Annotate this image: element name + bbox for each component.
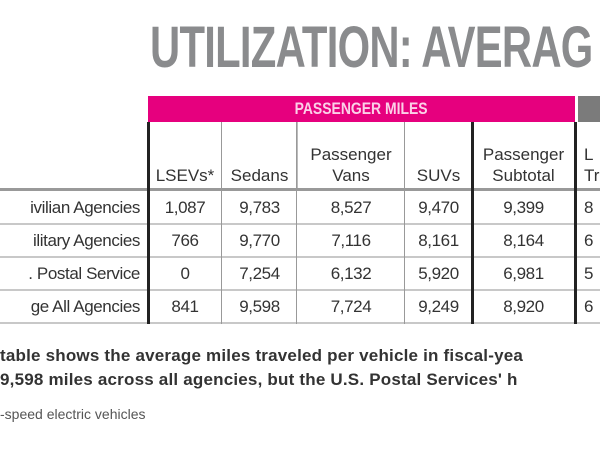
column-header: Passenger Subtotal bbox=[472, 122, 575, 188]
table-cell: 1,087 bbox=[164, 198, 206, 217]
table-cell: 7,254 bbox=[239, 264, 280, 283]
column-header: Sedans bbox=[222, 122, 297, 188]
group-header-label: PASSENGER MILES bbox=[295, 99, 428, 118]
row-label: . Postal Service bbox=[28, 264, 140, 283]
column-divider bbox=[296, 122, 297, 324]
row-divider bbox=[0, 322, 600, 324]
table-cell: 0 bbox=[180, 264, 190, 283]
table-cell: 9,770 bbox=[239, 231, 280, 250]
header-line: LSEVs* bbox=[155, 166, 215, 185]
header-line: Vans bbox=[332, 166, 370, 185]
column-header-label: LSEVs* bbox=[156, 165, 215, 186]
group-header-passenger-miles: PASSENGER MILES bbox=[148, 96, 575, 122]
row-label: ivilian Agencies bbox=[30, 198, 140, 217]
group-header-next bbox=[578, 96, 600, 122]
column-divider bbox=[574, 122, 577, 324]
row-divider bbox=[0, 256, 600, 258]
column-divider bbox=[297, 122, 298, 188]
header-line: L bbox=[584, 145, 594, 164]
column-divider bbox=[147, 122, 150, 324]
table-cell: 9,470 bbox=[418, 198, 459, 217]
table-cell: 6 bbox=[584, 297, 594, 316]
table-cell: 766 bbox=[171, 231, 199, 250]
table-cell: 8,920 bbox=[503, 297, 544, 316]
table-cell: 8,527 bbox=[330, 198, 372, 217]
table-cell: 8,161 bbox=[418, 231, 459, 250]
column-header: L Tr bbox=[578, 122, 600, 188]
table-cell: 7,724 bbox=[330, 297, 372, 316]
column-header-label: Passenger Subtotal bbox=[483, 144, 564, 186]
table-cell: 9,399 bbox=[503, 198, 544, 217]
column-header: Passenger Vans bbox=[297, 122, 405, 188]
table-cell: 5,920 bbox=[418, 264, 459, 283]
table-cell: 9,249 bbox=[418, 297, 459, 316]
header-line: SUVs bbox=[416, 166, 461, 185]
header-line: Passenger bbox=[310, 145, 392, 164]
column-divider bbox=[221, 122, 222, 324]
table-cell: 9,598 bbox=[239, 297, 280, 316]
footnote: -speed electric vehicles bbox=[0, 406, 146, 422]
table-cell: 8,164 bbox=[503, 231, 544, 250]
column-header: LSEVs* bbox=[148, 122, 222, 188]
page-title: UTILIZATION: AVERAG bbox=[150, 15, 593, 80]
table-cell: 6,132 bbox=[330, 264, 372, 283]
column-header-label: Sedans bbox=[231, 165, 289, 186]
header-line: Subtotal bbox=[492, 166, 555, 185]
header-line: Sedans bbox=[230, 166, 289, 185]
table-cell: 841 bbox=[171, 297, 199, 316]
column-header-label: Passenger Vans bbox=[310, 144, 391, 186]
column-header-label: SUVs bbox=[417, 165, 460, 186]
row-label: ge All Agencies bbox=[30, 297, 140, 316]
table-cell: 7,116 bbox=[331, 231, 371, 250]
column-divider bbox=[471, 122, 474, 324]
table-cell: 9,783 bbox=[239, 198, 280, 217]
header-line: Passenger bbox=[482, 145, 565, 164]
row-label: ilitary Agencies bbox=[33, 231, 140, 250]
column-divider bbox=[404, 122, 405, 324]
row-divider bbox=[0, 223, 600, 225]
table-cell: 8 bbox=[584, 198, 594, 217]
paragraph-line: 9,598 miles across all agencies, but the… bbox=[0, 370, 518, 389]
description-paragraph: table shows the average miles traveled p… bbox=[0, 344, 523, 392]
row-divider bbox=[0, 289, 600, 291]
column-header-label: L Tr bbox=[584, 144, 599, 186]
header-line: Tr bbox=[584, 166, 600, 185]
table-cell: 6 bbox=[584, 231, 594, 250]
table-cell: 6,981 bbox=[503, 264, 544, 283]
paragraph-line: table shows the average miles traveled p… bbox=[0, 346, 524, 365]
column-header: SUVs bbox=[405, 122, 472, 188]
table-cell: 5 bbox=[584, 264, 594, 283]
row-divider bbox=[0, 188, 600, 191]
